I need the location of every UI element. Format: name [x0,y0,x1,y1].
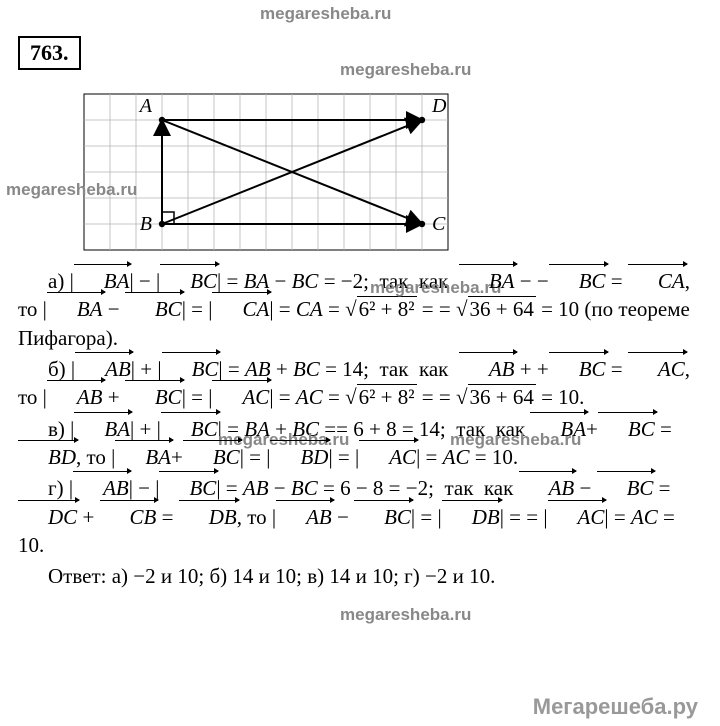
svg-text:B: B [140,213,152,235]
svg-text:C: C [432,213,446,235]
diagram-svg: A D B C [78,76,454,256]
vector-diagram: A D B C [78,76,618,261]
problem-number-box: 763. [18,36,81,70]
solution-block: а) |BA| − |BC| = BA − BC = −2; так как B… [18,267,702,591]
solution-part-d: г) |AB| − |BC| = AB − BC = 6 − 8 = −2; т… [18,474,702,559]
solution-part-b: б) |AB| + |BC| = AB + BC = 14; так как A… [18,355,702,412]
solution-part-a: а) |BA| − |BC| = BA − BC = −2; так как B… [18,267,702,352]
svg-text:D: D [431,95,447,117]
watermark: megaresheba.ru [340,605,471,625]
footer-watermark: Мегарешеба.ру [533,694,698,720]
watermark: megaresheba.ru [260,4,391,24]
page-root: megaresheba.ru megaresheba.ru megaresheb… [0,0,720,726]
final-answer: Ответ: а) −2 и 10; б) 14 и 10; в) 14 и 1… [18,562,702,590]
svg-text:A: A [138,95,153,117]
solution-part-c: в) |BA| + |BC| = BA + BC == 6 + 8 = 14; … [18,415,702,472]
